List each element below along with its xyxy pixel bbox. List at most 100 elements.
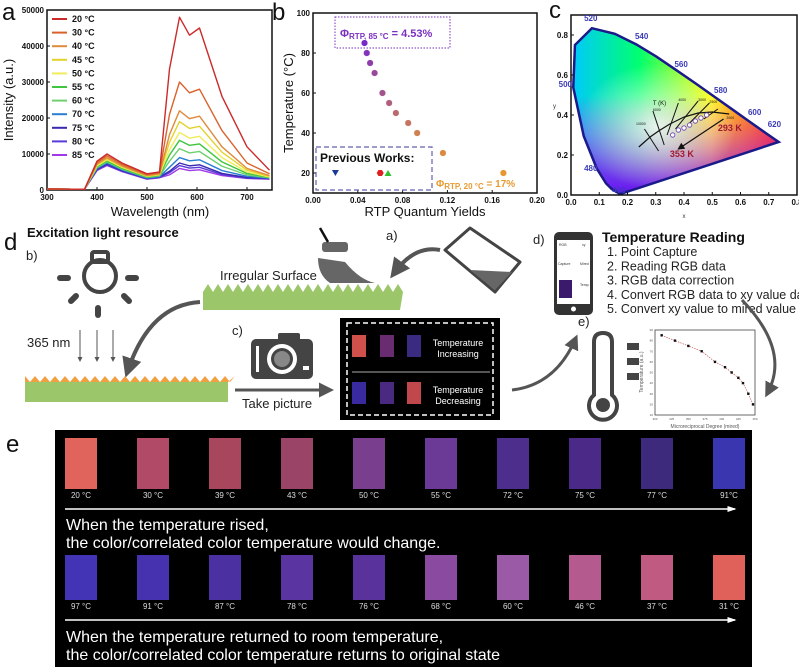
cie-chromaticity-chart: c 0.0 0.1 0.2 0.3 0.4 0.5 0.6 0.7 0.8 0.0 0.2 0.4 0.… (549, 0, 799, 220)
take-picture-label: Take picture (242, 396, 312, 411)
series-line (46, 16, 271, 190)
sample-swatch (281, 555, 313, 600)
previous-works-box (315, 146, 433, 191)
plot-frame (312, 12, 538, 194)
chromaticity-point (681, 125, 687, 131)
data-point (747, 392, 750, 395)
phosphor-coating (25, 376, 235, 382)
x-tick-label: 0.2 (622, 198, 634, 207)
panel-label-a: a (2, 0, 16, 26)
y-tick-label: 0.4 (557, 111, 569, 120)
y-tick-label: 40 (650, 381, 654, 385)
temperature-label: 39 °C (215, 491, 235, 500)
y-tick-label: 20 (301, 169, 310, 178)
y-tick-label: 50 (650, 371, 654, 375)
annotation-20c: ΦRTP, 20 °C = 17% (436, 179, 515, 191)
temperature-label: 43 °C (287, 491, 307, 500)
wavelength-label: 500 (559, 80, 573, 89)
chromaticity-point (698, 115, 704, 121)
panel-label-e: e (6, 431, 19, 458)
chromaticity-point (675, 127, 681, 133)
isotherm-line (666, 102, 679, 136)
y-tick-label: 0.2 (557, 151, 569, 160)
y-tick-label: 20000 (22, 114, 45, 123)
caption-row1-line1: When the temperature rised, (66, 517, 269, 534)
svg-text:RGB: RGB (559, 243, 567, 247)
x-tick-label: 0.20 (529, 196, 545, 205)
trend-arrow (677, 118, 724, 150)
x-tick-label: 375 (702, 417, 707, 421)
wavelength-label: 600 (748, 108, 762, 117)
sample-swatch (137, 438, 169, 489)
swatch (352, 382, 366, 404)
data-point (404, 119, 412, 127)
step-e-label: e) (578, 314, 590, 329)
sample-swatch (425, 555, 457, 600)
legend-label: 85 °C (72, 150, 95, 160)
data-point (660, 334, 663, 337)
isotherm-line (689, 102, 710, 124)
x-tick-label: 400 (719, 417, 724, 421)
emission-spectra-chart: a 300 400 500 600 700 0 10000 20000 30000 40000 50… (1, 0, 273, 219)
series-line (46, 147, 270, 190)
reading-step: 5. Convert xy value to mired value (607, 302, 796, 316)
temperature-label: 72 °C (503, 491, 523, 500)
caption-row1-line2: the color/correlated color temperature w… (66, 535, 440, 552)
data-point (439, 149, 447, 157)
reading-step: 2. Reading RGB data (607, 259, 726, 273)
swatch (380, 382, 394, 404)
step-d-label: d) (533, 232, 545, 247)
data-point (366, 59, 374, 67)
x-tick-label: 0.04 (350, 196, 366, 205)
x-tick-label: 0.0 (565, 198, 577, 207)
data-point (700, 350, 703, 353)
y-tick-label: 0 (40, 186, 45, 195)
annotation-box (334, 16, 451, 49)
data-point (730, 371, 733, 374)
to-chart-arrow (740, 298, 779, 398)
temperature-label: 20 °C (71, 491, 91, 500)
temperature-label: 87 °C (215, 602, 235, 611)
y-tick-label: 0.0 (557, 191, 569, 200)
y-tick-label: 60 (650, 360, 654, 364)
temperature-label: 50 °C (359, 491, 379, 500)
y-tick-label: 10000 (22, 150, 45, 159)
x-axis-label: x (683, 214, 686, 220)
temp-increasing-1: Temperature (433, 338, 484, 348)
pour-arrow (390, 247, 441, 279)
x-tick-label: 425 (736, 417, 741, 421)
legend-label: 45 °C (72, 55, 95, 65)
wavelength-label: 460 (612, 186, 626, 195)
x-tick-label: 0.6 (735, 198, 747, 207)
swatch (380, 335, 394, 357)
reading-step: 3. RGB data correction (607, 274, 734, 288)
data-point (371, 69, 379, 77)
previous-works-label: Previous Works: (320, 151, 414, 165)
sample-swatch (713, 438, 745, 489)
sample-swatch (569, 555, 601, 600)
swatch (352, 335, 366, 357)
legend-label: 75 °C (72, 123, 95, 133)
y-axis-label: Intensity (a.u.) (1, 59, 16, 141)
irregular-surface (203, 284, 403, 310)
series-line (46, 139, 270, 190)
y-tick-label: 30 (650, 392, 654, 396)
y-tick-label: 10 (650, 413, 654, 417)
svg-text:Temp.: Temp. (580, 283, 590, 287)
x-tick-label: 600 (190, 193, 204, 202)
step-a-label: a) (386, 228, 398, 243)
svg-text:Mired: Mired (580, 262, 589, 266)
data-point (687, 344, 690, 348)
series-line (46, 81, 270, 190)
isotherm-line (675, 100, 699, 130)
temperature-label: 76 °C (359, 602, 379, 611)
color-change-photos: e 20 °C 30 °C 39 °C 43 °C 50 °C 55 °C 72 °C 75 … (6, 430, 752, 667)
x-axis-label: RTP Quantum Yields (365, 204, 486, 219)
x-tick-label: 350 (686, 417, 691, 421)
sample-swatch (209, 555, 241, 600)
camera-icon (251, 333, 313, 379)
y-tick-label: 40 (301, 129, 310, 138)
sample-swatch (569, 438, 601, 489)
y-tick-label: 80 (301, 49, 310, 58)
svg-text:xy: xy (582, 243, 586, 247)
